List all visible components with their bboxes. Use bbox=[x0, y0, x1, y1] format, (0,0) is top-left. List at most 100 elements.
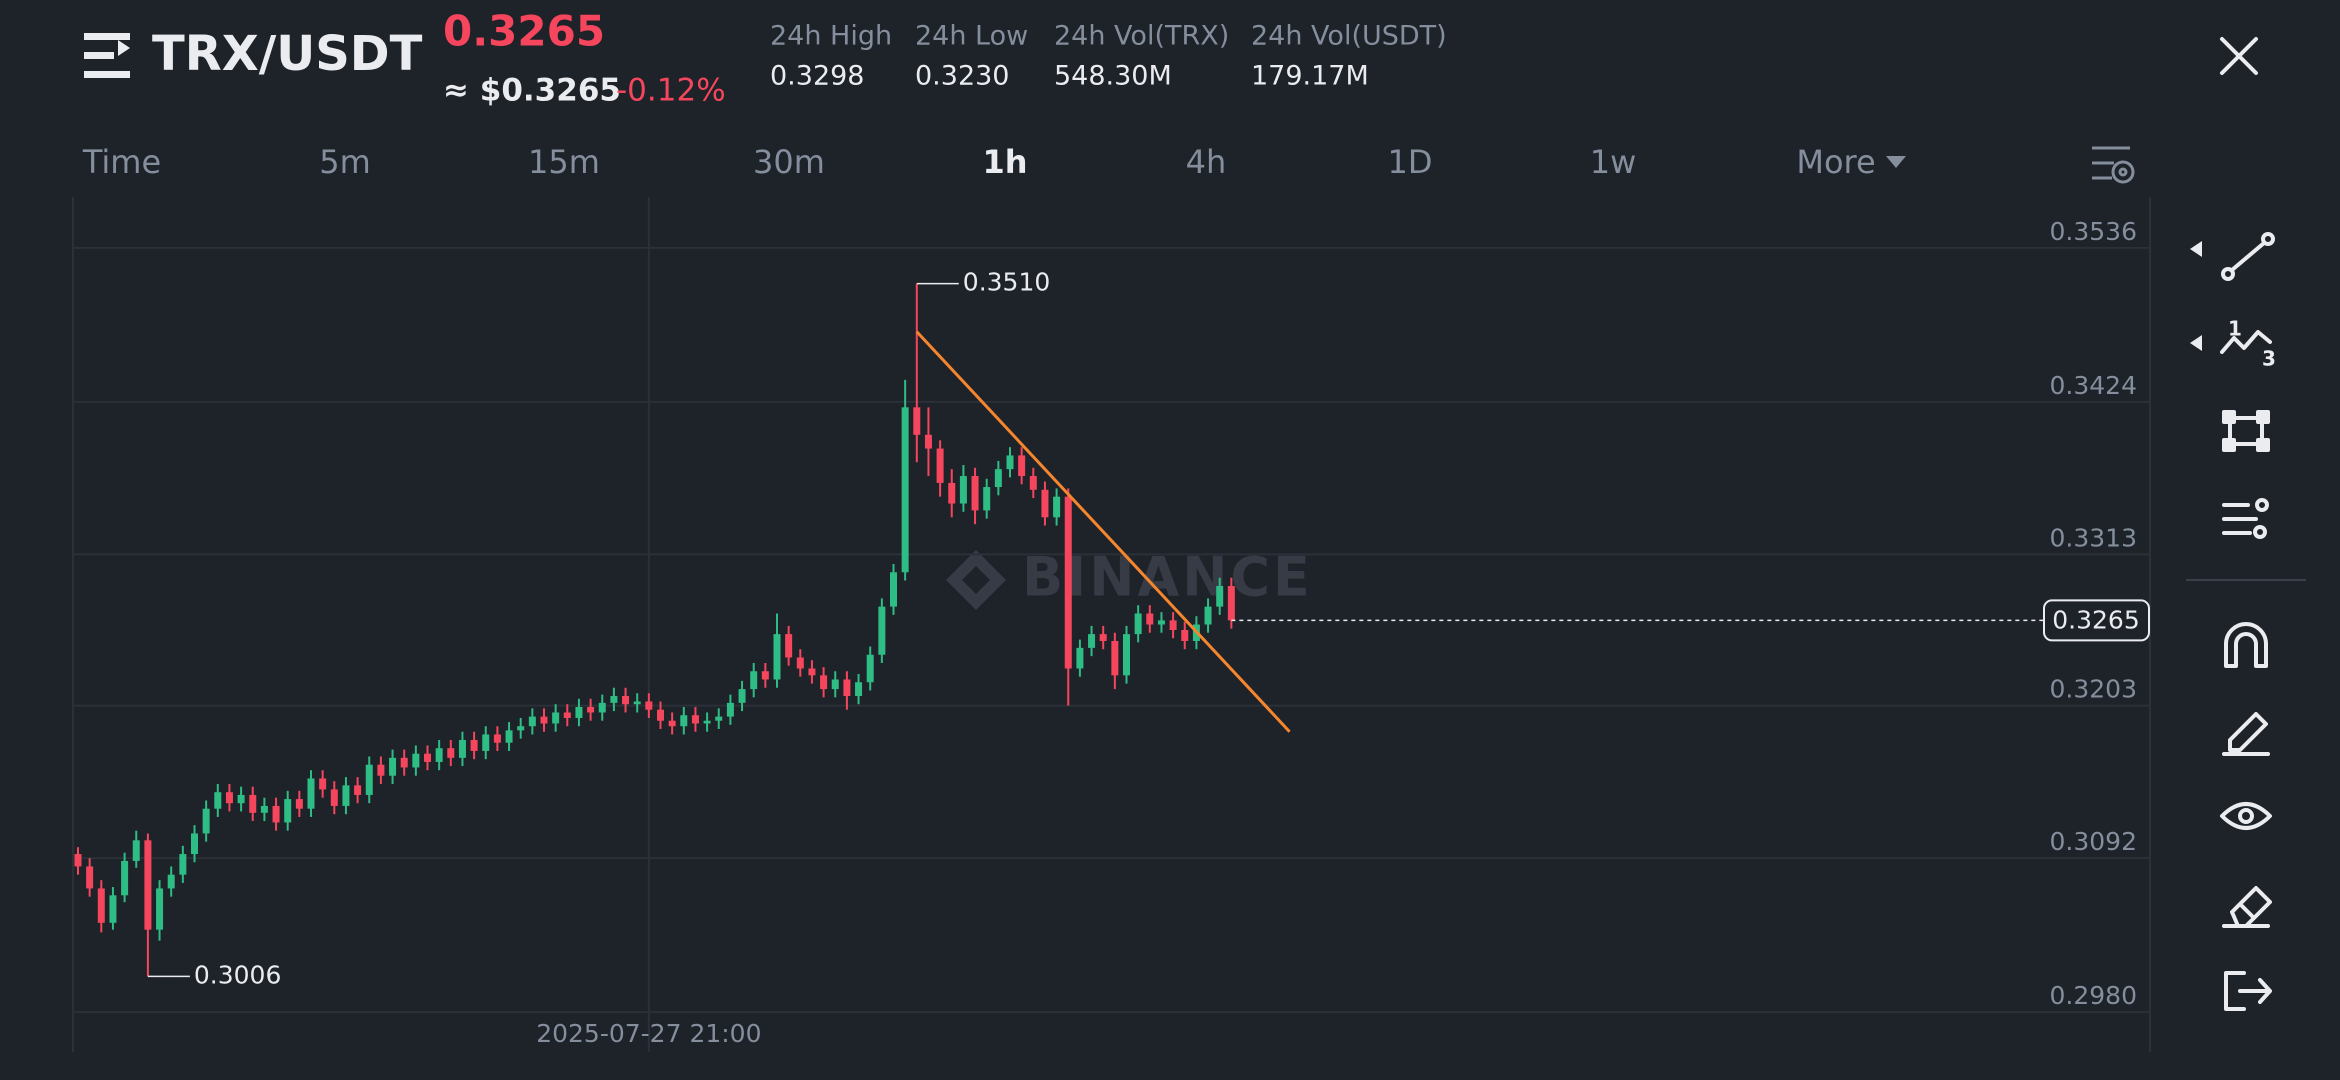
y-tick-label: 0.3536 bbox=[2050, 217, 2137, 246]
timeframe-tab[interactable]: More bbox=[1796, 143, 1875, 181]
plot-area: 0.3536 0.3424 0.3313 0.3203 0.3092 0.2980 2025… bbox=[73, 197, 2150, 1052]
candle-body bbox=[1018, 455, 1026, 477]
timeframe-tab[interactable]: 1h bbox=[982, 143, 1027, 181]
candle-body bbox=[657, 709, 664, 721]
more-arrow[interactable] bbox=[1886, 156, 1906, 168]
tool-magnet[interactable] bbox=[2224, 622, 2268, 668]
stat-label: 24h High bbox=[770, 21, 892, 52]
candle-body bbox=[330, 789, 338, 806]
stat-value: 0.3298 bbox=[770, 61, 864, 92]
tool-pen[interactable] bbox=[2222, 712, 2270, 756]
stat-label: 24h Low bbox=[915, 21, 1028, 52]
candle-body bbox=[691, 715, 699, 724]
timeframe-tab[interactable]: 1D bbox=[1388, 143, 1433, 181]
candle-body bbox=[1064, 496, 1072, 669]
candle-body bbox=[447, 748, 455, 758]
candle-body bbox=[354, 785, 362, 795]
candle-body bbox=[214, 792, 222, 809]
candle-body bbox=[319, 778, 327, 790]
candle-body bbox=[587, 706, 595, 713]
candle-body bbox=[505, 730, 513, 743]
candle-body bbox=[773, 634, 781, 680]
price-change: -0.12% bbox=[616, 73, 726, 109]
candle-body bbox=[295, 799, 303, 809]
timeframe-tab[interactable]: 4h bbox=[1186, 143, 1227, 181]
candle-body bbox=[272, 805, 280, 823]
tool-shape[interactable] bbox=[2222, 410, 2270, 452]
candle-body bbox=[132, 840, 140, 861]
candle-body bbox=[1123, 634, 1130, 676]
stat-label: 24h Vol(TRX) bbox=[1054, 21, 1229, 52]
candle-body bbox=[761, 671, 769, 680]
y-tick-label: 0.3092 bbox=[2050, 827, 2137, 856]
chart-settings-icon[interactable] bbox=[2092, 146, 2135, 184]
candle-body bbox=[913, 407, 921, 435]
candle-body bbox=[1041, 489, 1049, 518]
candle-body bbox=[843, 679, 851, 696]
svg-text:1: 1 bbox=[2228, 317, 2242, 341]
tool-text[interactable] bbox=[2222, 498, 2269, 539]
tool-trend-line[interactable] bbox=[2221, 232, 2275, 281]
menu-icon[interactable] bbox=[84, 33, 130, 78]
candle-body bbox=[389, 757, 397, 776]
candle-body bbox=[959, 476, 967, 504]
candle-body bbox=[540, 716, 548, 724]
candle-body bbox=[1111, 640, 1119, 676]
timeframe-tab[interactable]: 30m bbox=[753, 143, 825, 181]
candle-body bbox=[680, 715, 688, 727]
timeframe-tab[interactable]: 15m bbox=[528, 143, 600, 181]
candle-body bbox=[738, 689, 746, 703]
candle-body bbox=[948, 482, 956, 504]
close-button[interactable] bbox=[2220, 37, 2258, 75]
timeframe-tab[interactable]: 5m bbox=[319, 143, 371, 181]
candle-body bbox=[622, 695, 630, 705]
timeframe-tab[interactable]: 1w bbox=[1590, 143, 1637, 181]
candle-body bbox=[424, 753, 431, 762]
candle-body bbox=[97, 888, 105, 923]
y-tick-label: 0.3203 bbox=[2050, 675, 2137, 704]
tool-exit[interactable] bbox=[2224, 971, 2272, 1011]
candle-body bbox=[750, 671, 758, 690]
candle-body bbox=[715, 716, 723, 721]
candle-body bbox=[342, 785, 350, 806]
candle-body bbox=[1181, 629, 1189, 641]
candle-body bbox=[563, 712, 571, 718]
candle-body bbox=[598, 702, 606, 713]
y-tick-label: 0.2980 bbox=[2050, 981, 2137, 1010]
candle-body bbox=[610, 695, 618, 703]
candle-body bbox=[202, 808, 210, 834]
candle-body bbox=[144, 840, 152, 930]
candle-body bbox=[994, 469, 1002, 488]
candle-body bbox=[668, 720, 676, 727]
tool-eraser[interactable] bbox=[2222, 886, 2272, 928]
usd-price: ≈ $0.3265 bbox=[443, 73, 621, 109]
candle-body bbox=[493, 734, 501, 743]
tool-visibility[interactable] bbox=[2220, 802, 2272, 830]
candle-body bbox=[1169, 620, 1177, 630]
candle-body bbox=[225, 792, 233, 804]
candle-body bbox=[470, 739, 478, 751]
candle-body bbox=[307, 778, 315, 809]
candle-body bbox=[866, 654, 874, 683]
extreme-label: 0.3006 bbox=[194, 960, 281, 989]
tool-fib[interactable]: 13 bbox=[2220, 317, 2276, 371]
candle-body bbox=[435, 748, 443, 762]
extreme-label: 0.3510 bbox=[963, 268, 1050, 297]
candle-body bbox=[831, 679, 839, 690]
candle-body bbox=[284, 799, 292, 823]
candle-body bbox=[109, 895, 117, 923]
candle-body bbox=[703, 720, 711, 724]
candle-body bbox=[1029, 476, 1037, 490]
candle-body bbox=[167, 874, 175, 889]
last-price-box bbox=[2043, 599, 2150, 642]
symbol[interactable]: TRX/USDT bbox=[152, 26, 423, 82]
expand-arrows[interactable] bbox=[2190, 241, 2202, 351]
candle-body bbox=[179, 854, 187, 875]
candle-body bbox=[936, 448, 944, 483]
candle-body bbox=[528, 716, 536, 727]
candle-body bbox=[785, 634, 793, 658]
y-tick-label: 0.3424 bbox=[2050, 371, 2137, 400]
candle-body bbox=[237, 794, 245, 804]
